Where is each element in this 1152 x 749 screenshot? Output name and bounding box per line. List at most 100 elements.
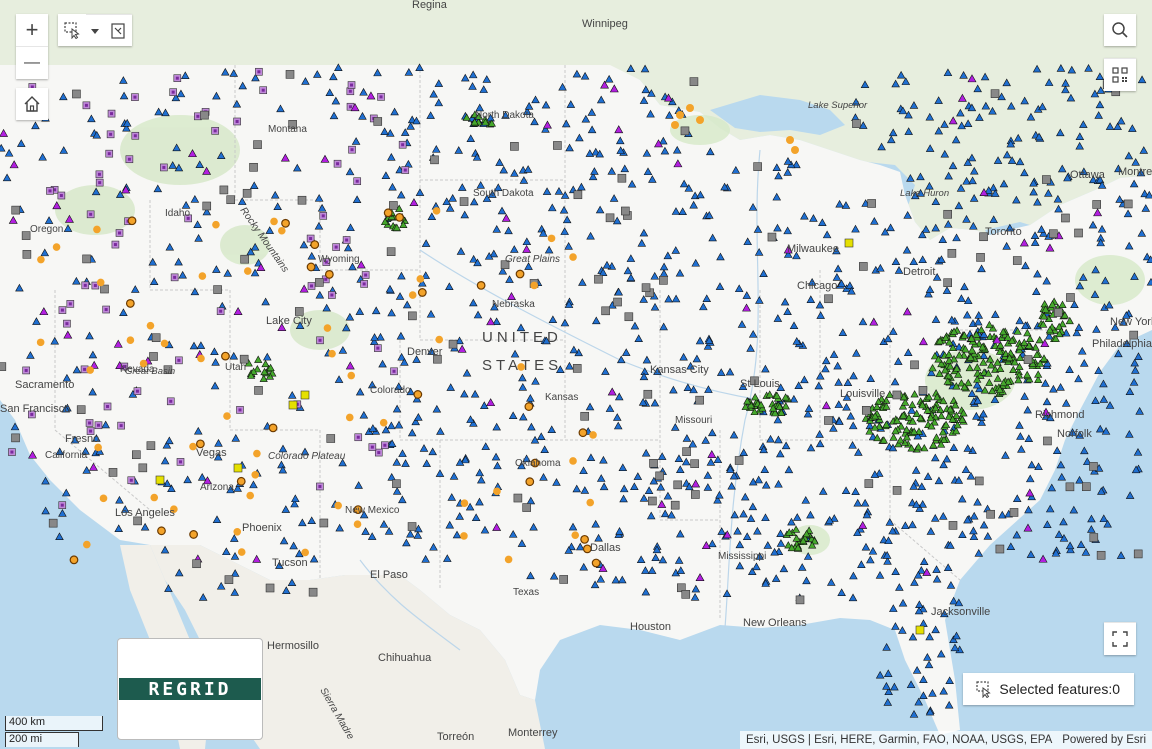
feature-marker[interactable] [835, 199, 844, 208]
feature-marker[interactable] [639, 295, 649, 303]
feature-marker[interactable] [761, 364, 770, 373]
feature-marker[interactable] [499, 165, 509, 174]
feature-marker[interactable] [343, 243, 353, 252]
feature-marker[interactable] [773, 415, 783, 424]
feature-marker[interactable] [864, 479, 874, 488]
feature-marker[interactable] [605, 213, 615, 223]
feature-marker[interactable] [973, 363, 982, 371]
feature-marker[interactable] [1013, 133, 1023, 142]
feature-marker[interactable] [1122, 339, 1132, 347]
feature-marker[interactable] [995, 347, 1005, 355]
feature-marker[interactable] [510, 169, 519, 177]
feature-marker[interactable] [973, 396, 983, 405]
feature-marker[interactable] [1025, 474, 1035, 483]
feature-marker[interactable] [586, 453, 596, 462]
feature-marker[interactable] [172, 143, 181, 152]
feature-marker[interactable] [190, 195, 200, 203]
feature-marker[interactable] [870, 217, 879, 225]
feature-marker[interactable] [731, 165, 741, 174]
feature-marker[interactable] [529, 522, 538, 531]
feature-marker[interactable] [943, 68, 953, 77]
feature-marker[interactable] [1032, 287, 1041, 295]
feature-marker[interactable] [565, 143, 574, 152]
feature-marker[interactable] [916, 188, 925, 197]
feature-marker[interactable] [188, 149, 197, 158]
feature-marker[interactable] [1136, 168, 1146, 177]
feature-marker[interactable] [239, 354, 249, 364]
feature-marker[interactable] [996, 364, 1005, 373]
feature-marker[interactable] [214, 438, 223, 447]
feature-marker[interactable] [291, 494, 300, 503]
feature-marker[interactable] [176, 89, 186, 98]
feature-marker[interactable] [846, 411, 856, 420]
feature-marker[interactable] [36, 338, 45, 347]
feature-marker[interactable] [445, 203, 455, 212]
feature-marker[interactable] [954, 476, 964, 484]
feature-marker[interactable] [906, 680, 916, 689]
feature-marker[interactable] [345, 312, 355, 321]
feature-marker[interactable] [943, 563, 953, 572]
feature-marker[interactable] [579, 466, 588, 475]
feature-marker[interactable] [688, 439, 698, 448]
feature-marker[interactable] [395, 292, 405, 300]
feature-marker[interactable] [1054, 204, 1063, 213]
feature-marker[interactable] [353, 505, 363, 515]
feature-marker[interactable] [399, 220, 408, 229]
feature-marker[interactable] [681, 590, 691, 599]
feature-marker[interactable] [1042, 276, 1051, 285]
feature-marker[interactable] [989, 183, 998, 192]
feature-marker[interactable] [87, 114, 96, 123]
feature-marker[interactable] [469, 254, 478, 263]
feature-marker[interactable] [1079, 167, 1089, 176]
feature-marker[interactable] [504, 226, 513, 235]
feature-marker[interactable] [359, 510, 369, 519]
feature-marker[interactable] [314, 221, 324, 230]
feature-marker[interactable] [979, 330, 989, 338]
feature-marker[interactable] [155, 475, 165, 485]
feature-marker[interactable] [254, 355, 263, 363]
feature-marker[interactable] [595, 149, 604, 158]
feature-marker[interactable] [857, 560, 866, 568]
feature-marker[interactable] [1134, 352, 1143, 360]
feature-marker[interactable] [1091, 396, 1100, 405]
feature-marker[interactable] [416, 275, 425, 283]
feature-marker[interactable] [643, 167, 653, 176]
feature-marker[interactable] [943, 220, 953, 228]
feature-marker[interactable] [202, 166, 212, 175]
feature-marker[interactable] [642, 149, 652, 157]
feature-marker[interactable] [524, 101, 534, 110]
feature-marker[interactable] [1006, 101, 1016, 110]
feature-marker[interactable] [669, 385, 678, 394]
feature-marker[interactable] [376, 332, 385, 341]
feature-marker[interactable] [325, 88, 335, 97]
feature-marker[interactable] [636, 555, 646, 563]
feature-marker[interactable] [210, 381, 220, 390]
feature-marker[interactable] [932, 574, 942, 583]
feature-marker[interactable] [195, 439, 205, 449]
feature-marker[interactable] [476, 281, 486, 290]
feature-marker[interactable] [1010, 358, 1019, 366]
feature-marker[interactable] [973, 317, 983, 326]
feature-marker[interactable] [883, 557, 892, 565]
feature-marker[interactable] [462, 368, 472, 377]
feature-marker[interactable] [977, 418, 987, 426]
feature-marker[interactable] [202, 207, 212, 216]
feature-marker[interactable] [469, 298, 478, 307]
feature-marker[interactable] [588, 172, 598, 181]
feature-marker[interactable] [492, 225, 502, 233]
feature-marker[interactable] [789, 321, 799, 329]
feature-marker[interactable] [1005, 353, 1014, 362]
feature-marker[interactable] [893, 416, 902, 424]
feature-marker[interactable] [433, 354, 442, 364]
feature-marker[interactable] [396, 331, 406, 340]
feature-marker[interactable] [941, 366, 950, 374]
feature-marker[interactable] [219, 185, 229, 195]
feature-marker[interactable] [671, 294, 681, 303]
feature-marker[interactable] [1034, 375, 1043, 383]
feature-marker[interactable] [1005, 223, 1015, 232]
feature-marker[interactable] [904, 127, 913, 135]
feature-marker[interactable] [419, 444, 429, 452]
feature-marker[interactable] [765, 390, 774, 398]
feature-marker[interactable] [955, 351, 964, 359]
feature-marker[interactable] [981, 101, 991, 110]
